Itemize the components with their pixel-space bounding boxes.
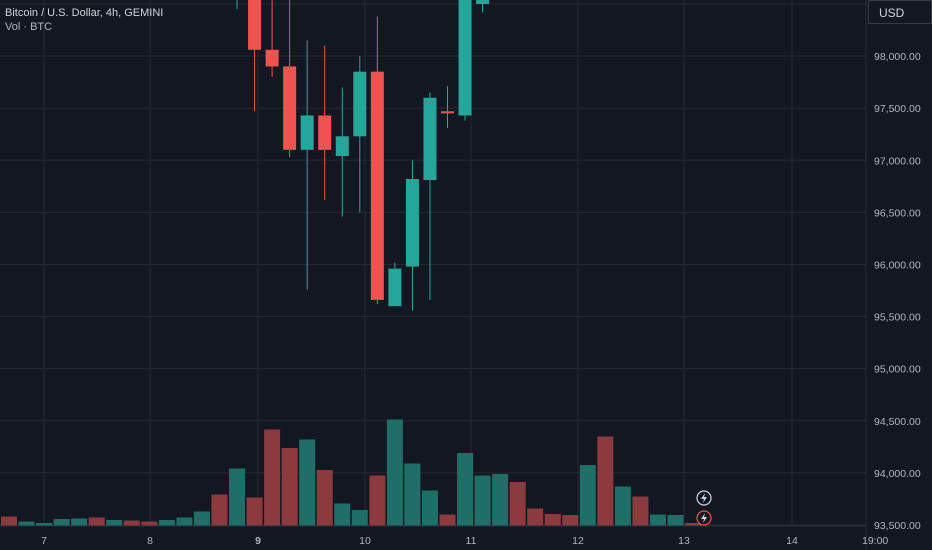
volume-bar bbox=[123, 520, 140, 526]
volume-bar bbox=[632, 496, 649, 526]
time-tick-label: 19:00 bbox=[862, 535, 888, 547]
volume-bar bbox=[176, 517, 193, 526]
volume-bar bbox=[579, 465, 596, 526]
time-tick-label: 14 bbox=[786, 535, 798, 547]
volume-bar bbox=[421, 490, 438, 526]
price-candles bbox=[236, 0, 490, 311]
volume-title[interactable]: Vol · BTC bbox=[5, 21, 53, 33]
volume-bar bbox=[158, 520, 175, 526]
lightning-circle-icon bbox=[696, 490, 712, 506]
volume-bar bbox=[88, 517, 105, 526]
volume-bar bbox=[439, 514, 456, 526]
symbol-title[interactable]: Bitcoin / U.S. Dollar, 4h, GEMINI bbox=[5, 7, 164, 19]
price-tick-label: 98,000.00 bbox=[874, 51, 921, 63]
candle-body bbox=[458, 0, 472, 116]
volume-bar bbox=[544, 514, 561, 526]
candle-body bbox=[476, 0, 490, 4]
chart-grid bbox=[0, 0, 866, 526]
time-tick-label: 7 bbox=[41, 535, 47, 547]
candle-body bbox=[370, 71, 384, 300]
candle-body bbox=[318, 115, 332, 150]
volume-bar bbox=[264, 429, 281, 526]
volume-bar bbox=[299, 439, 316, 526]
price-tick-label: 96,500.00 bbox=[874, 207, 921, 219]
alert-circle-ring bbox=[696, 510, 712, 526]
price-tick-label: 95,500.00 bbox=[874, 312, 921, 324]
volume-bar bbox=[18, 521, 35, 526]
lightning-circle-ring bbox=[696, 490, 712, 506]
volume-bar bbox=[527, 508, 544, 526]
price-tick-label: 97,500.00 bbox=[874, 103, 921, 115]
volume-bar bbox=[614, 486, 631, 526]
time-tick-label: 12 bbox=[572, 535, 584, 547]
volume-bar bbox=[246, 497, 263, 526]
volume-bar bbox=[649, 514, 666, 526]
lightning-alert-circle-icon bbox=[696, 510, 712, 526]
volume-bar bbox=[36, 523, 53, 526]
time-axis[interactable]: 7 8 9 10 11 12 13 14 19:00 bbox=[0, 525, 888, 547]
chart-legend: Bitcoin / U.S. Dollar, 4h, GEMINI Vol · … bbox=[5, 6, 163, 34]
volume-bar bbox=[211, 494, 228, 526]
lightning-bolt bbox=[701, 513, 707, 523]
volume-bar bbox=[562, 515, 579, 526]
price-tick-label: 95,000.00 bbox=[874, 364, 921, 376]
time-tick-label: 8 bbox=[147, 535, 153, 547]
lightning-bolt bbox=[701, 493, 707, 503]
volume-bars bbox=[1, 419, 702, 526]
volume-bar bbox=[457, 453, 474, 526]
volume-bar bbox=[1, 516, 17, 526]
candle-body bbox=[405, 179, 419, 267]
volume-bar bbox=[106, 520, 123, 526]
time-tick-label: 10 bbox=[359, 535, 371, 547]
volume-bar bbox=[667, 515, 684, 526]
volume-bar bbox=[141, 521, 158, 526]
price-tick-label: 97,000.00 bbox=[874, 155, 921, 167]
volume-bar bbox=[229, 468, 246, 526]
volume-bar bbox=[316, 470, 333, 526]
time-tick-label: 13 bbox=[678, 535, 690, 547]
time-tick-label: 9 bbox=[255, 535, 261, 547]
candle-body bbox=[283, 66, 297, 150]
volume-bar bbox=[685, 523, 702, 526]
volume-bar bbox=[334, 503, 351, 526]
volume-bar bbox=[509, 482, 526, 526]
volume-bar bbox=[193, 511, 210, 526]
candle-body bbox=[353, 71, 367, 137]
price-tick-label: 94,500.00 bbox=[874, 416, 921, 428]
volume-bar bbox=[53, 519, 70, 526]
candle-body bbox=[388, 268, 402, 307]
candle-body bbox=[248, 0, 262, 50]
volume-bar bbox=[492, 474, 509, 526]
volume-bar bbox=[386, 419, 403, 526]
candle-body bbox=[265, 49, 279, 67]
chart-action-icons[interactable] bbox=[696, 490, 712, 526]
price-tick-label: 93,500.00 bbox=[874, 520, 921, 532]
time-tick-label: 11 bbox=[466, 535, 477, 547]
candle-body bbox=[335, 136, 349, 157]
volume-bar bbox=[351, 510, 368, 526]
volume-bar bbox=[474, 475, 491, 526]
candle-body bbox=[441, 111, 454, 114]
currency-label[interactable]: USD bbox=[868, 0, 932, 24]
volume-bar bbox=[369, 475, 386, 526]
volume-bar bbox=[71, 518, 88, 526]
volume-bar bbox=[281, 448, 298, 526]
price-tick-label: 96,000.00 bbox=[874, 259, 921, 271]
candle-body bbox=[300, 115, 314, 150]
volume-bar bbox=[404, 463, 421, 526]
price-axis[interactable]: 103,000.00102,500.00102,000.00101,500.00… bbox=[865, 0, 927, 550]
volume-bar bbox=[597, 436, 614, 526]
candle-body bbox=[423, 97, 437, 181]
price-tick-label: 94,000.00 bbox=[874, 468, 921, 480]
